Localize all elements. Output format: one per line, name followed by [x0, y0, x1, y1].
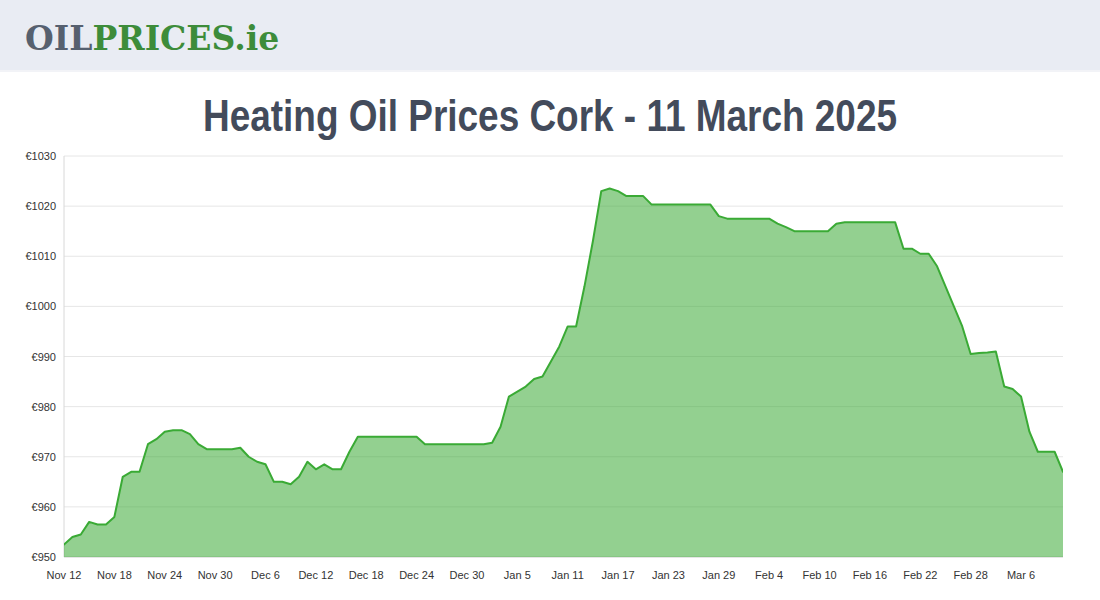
area-fill — [64, 189, 1063, 557]
x-tick-label: Nov 24 — [147, 569, 182, 581]
x-tick-label: Jan 23 — [652, 569, 685, 581]
y-tick-label: €950 — [32, 551, 56, 563]
chart-canvas: OILPRICES.ie Heating Oil Prices Cork - 11… — [0, 0, 1100, 600]
grid-line — [64, 206, 1063, 207]
header-shadow — [0, 0, 1100, 72]
x-tick-label: Mar 6 — [1007, 569, 1035, 581]
y-tick-label: €980 — [32, 401, 56, 413]
y-tick-label: €970 — [32, 451, 56, 463]
x-tick-label: Nov 18 — [97, 569, 132, 581]
x-tick-label: Dec 6 — [251, 569, 280, 581]
x-tick-label: Nov 30 — [198, 569, 233, 581]
plot-area — [64, 189, 1063, 557]
x-tick-label: Feb 4 — [755, 569, 783, 581]
x-tick-label: Jan 29 — [702, 569, 735, 581]
price-line — [64, 189, 1063, 545]
y-tick-label: €1030 — [25, 150, 56, 162]
logo[interactable]: OILPRICES.ie — [25, 19, 279, 58]
x-tick-label: Nov 12 — [47, 569, 82, 581]
x-tick-label: Dec 24 — [399, 569, 434, 581]
x-tick-label: Jan 11 — [552, 569, 584, 581]
logo-part[interactable]: PRICES.ie — [92, 19, 279, 58]
x-tick-label: Jan 17 — [602, 569, 635, 581]
y-tick-label: €990 — [32, 351, 56, 363]
y-axis-line — [64, 156, 65, 557]
x-tick-label: Dec 18 — [349, 569, 384, 581]
chart-title: Heating Oil Prices Cork - 11 March 2025 — [203, 91, 897, 140]
x-tick-label: Dec 12 — [298, 569, 333, 581]
x-tick-label: Feb 28 — [954, 569, 988, 581]
y-tick-label: €960 — [32, 501, 56, 513]
y-tick-label: €1010 — [25, 250, 56, 262]
x-tick-label: Jan 5 — [504, 569, 531, 581]
x-tick-label: Feb 22 — [903, 569, 937, 581]
grid-line — [64, 156, 1063, 157]
logo-part[interactable]: OIL — [25, 19, 92, 58]
y-tick-label: €1000 — [25, 300, 56, 312]
y-tick-label: €1020 — [25, 200, 56, 212]
header-band — [0, 0, 1100, 70]
x-tick-label: Feb 16 — [853, 569, 887, 581]
x-tick-label: Dec 30 — [450, 569, 485, 581]
x-tick-label: Feb 10 — [802, 569, 836, 581]
